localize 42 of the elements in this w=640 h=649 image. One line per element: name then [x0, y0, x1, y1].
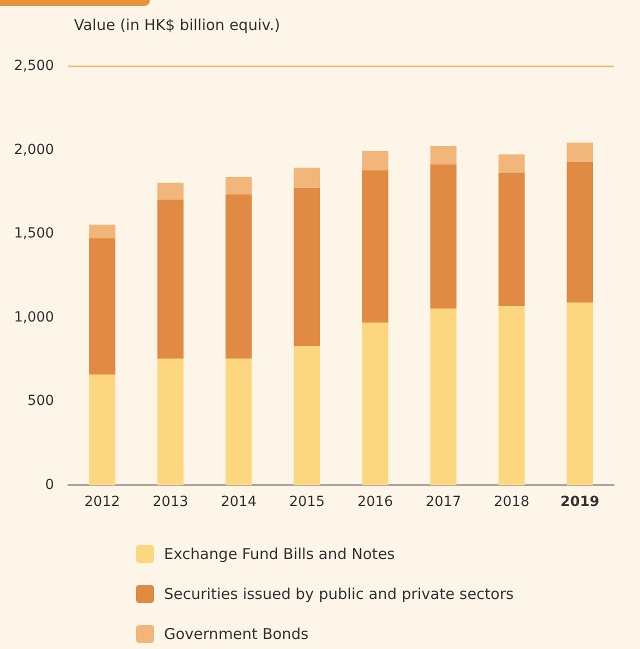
bar — [157, 358, 184, 486]
x-tick-label: 2014 — [220, 494, 257, 510]
y-tick-label: 2,500 — [14, 58, 54, 74]
legend-label: Securities issued by public and private sectors — [164, 585, 514, 603]
bar — [294, 188, 320, 346]
bar — [89, 238, 116, 375]
bar — [89, 374, 116, 486]
y-tick-label: 500 — [27, 393, 54, 410]
x-tick-label: 2016 — [357, 494, 394, 510]
bar — [89, 224, 116, 238]
bar — [566, 302, 593, 486]
y-axis-title: Value (in HK$ billion equiv.) — [74, 16, 282, 36]
y-tick-label: 2,000 — [14, 142, 54, 158]
x-tick-label: 2019 — [560, 494, 600, 510]
bar — [498, 154, 525, 173]
bar — [362, 322, 388, 486]
y-tick-label: 1,500 — [14, 226, 54, 242]
bar — [498, 306, 525, 486]
bar — [430, 164, 457, 308]
bar — [430, 146, 457, 164]
bar — [498, 172, 525, 306]
y-tick-label: 1,000 — [14, 309, 54, 326]
bar — [566, 142, 593, 162]
bar — [157, 182, 184, 200]
x-tick-label: 2013 — [152, 494, 188, 510]
bar — [294, 346, 320, 486]
legend-label: Exchange Fund Bills and Notes — [164, 545, 395, 563]
bar — [294, 168, 320, 188]
bar — [430, 308, 457, 486]
bar — [566, 162, 593, 303]
x-tick-label: 2012 — [84, 494, 120, 510]
bar — [157, 200, 184, 359]
bar — [362, 151, 388, 170]
bar — [362, 170, 388, 323]
y-tick-label: 0 — [45, 476, 54, 493]
x-tick-label: 2015 — [289, 494, 325, 510]
x-tick-label: 2018 — [494, 494, 530, 510]
bar — [226, 194, 252, 359]
legend-label: Government Bonds — [164, 625, 309, 643]
bar — [226, 358, 252, 486]
x-tick-label: 2017 — [426, 494, 462, 510]
bar — [226, 176, 252, 195]
